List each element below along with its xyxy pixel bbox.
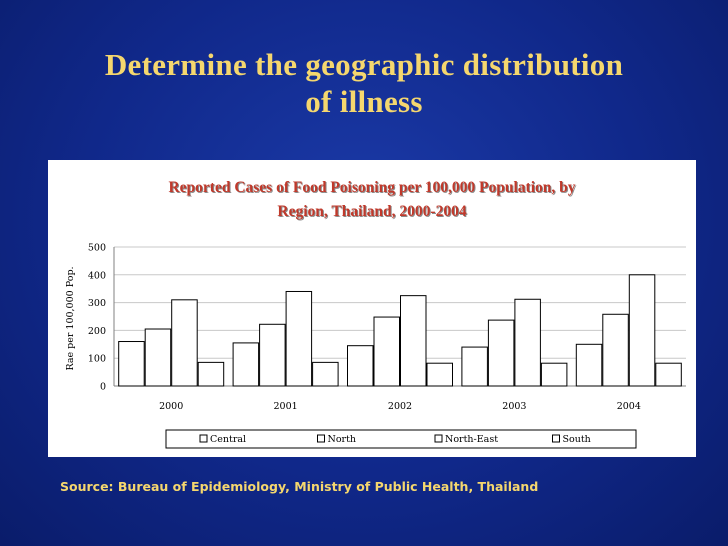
legend-swatch — [317, 434, 325, 443]
bar — [347, 345, 374, 387]
x-tick-label: 2001 — [274, 401, 298, 412]
y-tick-label: 300 — [88, 298, 106, 309]
bar — [144, 328, 172, 387]
legend-box — [165, 429, 637, 449]
bar — [602, 313, 629, 387]
bar — [514, 298, 541, 387]
y-axis-label: Rae per 100,000 Pop. — [65, 266, 76, 370]
chart-title-line-1: Reported Cases of Food Poisoning per 100… — [168, 179, 576, 196]
slide-title-line-1: Determine the geographic distribution — [104, 47, 624, 82]
legend-swatch — [199, 434, 208, 443]
legend-label: North — [328, 434, 357, 445]
bar — [426, 362, 453, 387]
bar — [373, 316, 400, 387]
bar — [118, 341, 145, 387]
bar — [487, 319, 515, 387]
source-note: Source: Bureau of Epidemiology, Ministry… — [60, 479, 539, 494]
legend-label: Central — [210, 434, 246, 445]
y-tick-label: 400 — [88, 270, 106, 281]
x-tick-label: 2004 — [617, 401, 641, 412]
x-tick-label: 2000 — [159, 401, 183, 412]
bar — [197, 361, 225, 387]
x-tick-label: 2002 — [388, 401, 412, 412]
bar — [461, 346, 488, 387]
bar — [259, 323, 286, 387]
bar — [655, 362, 682, 387]
slide-title-line-2: of illness — [305, 84, 423, 119]
bar — [312, 361, 339, 387]
chart-title-line-2: Region, Thailand, 2000-2004 — [277, 203, 467, 220]
bar — [400, 295, 427, 387]
y-tick-label: 100 — [88, 354, 106, 365]
bar — [285, 290, 313, 387]
bar-chart: 0 100 200 300 400 500 Rae per 100,000 Pop. 2000… — [65, 243, 686, 449]
y-tick-label: 0 — [100, 382, 106, 393]
bar — [232, 342, 260, 387]
legend-label: North-East — [445, 434, 498, 445]
legend-swatch — [552, 434, 560, 443]
bar — [575, 343, 603, 387]
bar — [540, 362, 568, 387]
y-tick-label: 200 — [88, 326, 106, 337]
bar — [171, 299, 198, 387]
bar — [628, 274, 656, 387]
x-tick-label: 2003 — [502, 401, 526, 412]
legend-swatch — [434, 434, 443, 443]
chart-title: Reported Cases of Food Poisoning per 100… — [48, 176, 696, 224]
slide-title: Determine the geographic distribution of… — [0, 46, 728, 120]
y-tick-label: 500 — [88, 243, 106, 254]
legend-label: South — [563, 434, 591, 445]
chart-panel: Reported Cases of Food Poisoning per 100… — [48, 160, 696, 457]
